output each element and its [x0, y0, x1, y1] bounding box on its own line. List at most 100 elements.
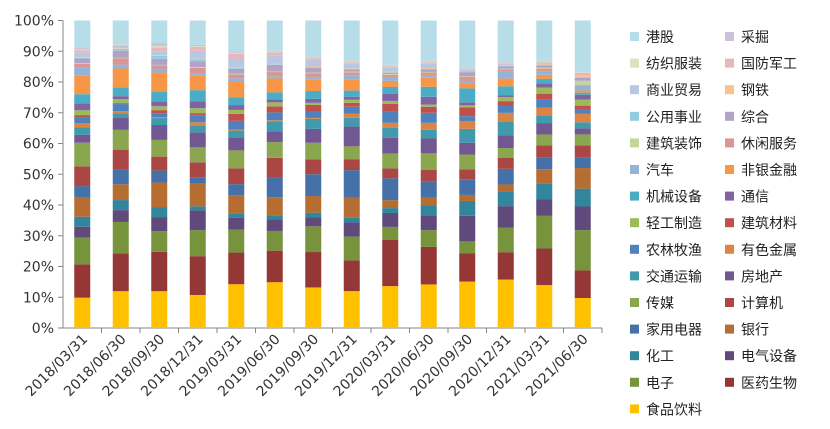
- bar-segment: [497, 168, 514, 185]
- bar-segment: [459, 81, 476, 84]
- bar-segment: [228, 74, 245, 79]
- bar-segment: [459, 142, 476, 155]
- bar-segment: [497, 86, 514, 96]
- bar-segment: [305, 73, 322, 78]
- bar-segment: [189, 256, 206, 295]
- bar-segment: [420, 68, 437, 69]
- bar-segment: [420, 61, 437, 63]
- bar-segment: [189, 59, 206, 62]
- legend-swatch: [725, 351, 734, 361]
- bar-segment: [151, 106, 168, 111]
- bar-segment: [228, 81, 245, 98]
- bar-segment: [420, 68, 437, 70]
- bar-segment: [574, 72, 591, 73]
- bar-segment: [420, 129, 437, 139]
- bar-segment: [382, 66, 399, 68]
- bar-segment: [497, 148, 514, 159]
- bar-segment: [266, 219, 283, 231]
- bar-segment: [74, 48, 91, 50]
- y-tick-label: 50%: [23, 167, 54, 183]
- bar-segment: [420, 153, 437, 171]
- legend-item: 交通运输: [630, 268, 702, 285]
- legend-swatch: [725, 324, 734, 334]
- bar-segment: [305, 67, 322, 73]
- bar-segment: [74, 166, 91, 187]
- legend-item: 纺织服装: [630, 57, 702, 73]
- bar-segment: [228, 105, 245, 110]
- legend-item: 公用事业: [630, 110, 702, 126]
- bar-segment: [420, 106, 437, 113]
- legend-label: 休闲服务: [741, 136, 797, 152]
- bar-segment: [112, 48, 129, 49]
- bar-segment: [459, 107, 476, 117]
- bar-segment: [497, 95, 514, 98]
- bar-segment: [228, 195, 245, 214]
- bar-segment: [112, 129, 129, 150]
- bar-segment: [74, 94, 91, 104]
- bar-segment: [536, 123, 553, 135]
- bar-segment: [343, 61, 360, 63]
- bar-segment: [112, 96, 129, 100]
- bar-segment: [266, 142, 283, 158]
- bar-segment: [343, 170, 360, 198]
- bar-segment: [536, 71, 553, 75]
- bar-stack: [305, 20, 322, 328]
- bar-segment: [74, 67, 91, 76]
- bar-segment: [574, 20, 591, 72]
- bar-segment: [151, 207, 168, 218]
- bar-segment: [536, 93, 553, 100]
- bar-segment: [497, 97, 514, 102]
- bar-segment: [420, 205, 437, 216]
- bar-segment: [420, 86, 437, 97]
- bar-segment: [189, 210, 206, 231]
- bar-segment: [74, 103, 91, 111]
- bar-segment: [74, 142, 91, 167]
- legend-item: 传媒: [630, 296, 674, 312]
- legend-item: 港股: [630, 30, 674, 46]
- bar-segment: [151, 125, 168, 140]
- bar-segment: [574, 270, 591, 299]
- bar-segment: [189, 183, 206, 207]
- bar-stack: [74, 20, 91, 328]
- bar-segment: [266, 64, 283, 65]
- bar-segment: [228, 78, 245, 82]
- bar-segment: [189, 46, 206, 47]
- legend-swatch: [725, 111, 734, 121]
- bar-segment: [382, 86, 399, 94]
- bar-segment: [74, 110, 91, 116]
- bar-segment: [536, 87, 553, 94]
- bar-segment: [151, 170, 168, 183]
- bar-segment: [151, 68, 168, 73]
- bar-segment: [112, 50, 129, 58]
- bar-segment: [112, 221, 129, 254]
- bar-segment: [266, 120, 283, 122]
- bar-segment: [382, 168, 399, 179]
- bar-segment: [74, 50, 91, 53]
- bar-segment: [151, 72, 168, 92]
- bar-segment: [382, 208, 399, 213]
- bar-segment: [305, 287, 322, 328]
- bar-segment: [74, 127, 91, 135]
- y-tick-label: 70%: [23, 106, 54, 122]
- bar-segment: [497, 71, 514, 79]
- bar-segment: [459, 76, 476, 82]
- bar-segment: [420, 60, 437, 62]
- bar-segment: [497, 252, 514, 280]
- bar-segment: [228, 168, 245, 185]
- y-tick-label: 10%: [23, 290, 54, 306]
- bar-segment: [459, 88, 476, 103]
- bar-stack: [266, 20, 283, 328]
- legend-item: 有色金属: [725, 242, 797, 259]
- bar-segment: [112, 99, 129, 104]
- legend-swatch: [725, 138, 734, 148]
- bar-segment: [536, 20, 553, 61]
- bar-segment: [497, 66, 514, 69]
- bar-segment: [497, 227, 514, 253]
- bar-segment: [266, 106, 283, 113]
- bar-segment: [189, 73, 206, 76]
- bar-segment: [420, 230, 437, 247]
- legend-item: 采掘: [725, 30, 769, 46]
- bar-segment: [574, 105, 591, 110]
- bar-segment: [536, 107, 553, 116]
